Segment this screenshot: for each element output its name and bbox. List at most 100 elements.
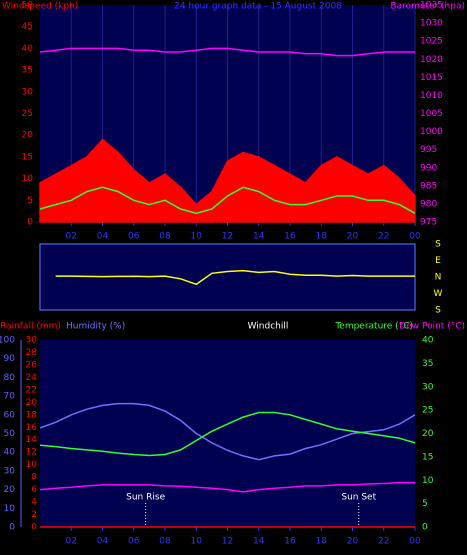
y2-tick-label: S: [435, 240, 441, 250]
series-area: [39, 138, 416, 223]
y2-tick-label: 5: [422, 499, 428, 509]
series-line: [39, 402, 416, 461]
y2-tick-label: 985: [420, 181, 437, 191]
y3-tick-label: 80: [4, 373, 16, 383]
y-tick-label: 15: [22, 152, 33, 162]
y2-tick-label: 15: [422, 452, 433, 462]
x-tick-label: 06: [128, 232, 140, 242]
x-tick-label: 18: [316, 537, 328, 547]
y-tick-label: 50: [22, 1, 34, 11]
y-tick-label: 14: [26, 435, 38, 445]
legend-label: Dew Point (°C): [399, 322, 465, 332]
x-tick-label: 08: [159, 232, 171, 242]
series-line: [39, 47, 415, 57]
x-tick-label: 16: [284, 537, 296, 547]
legend-label: Rainfall (mm): [0, 322, 61, 332]
y-tick-label: 25: [22, 109, 33, 119]
y-tick-label: 40: [22, 44, 34, 54]
x-tick-label: 14: [253, 537, 265, 547]
y3-tick-label: 0: [9, 523, 15, 533]
y-tick-label: 26: [26, 360, 38, 370]
y2-tick-label: N: [435, 273, 442, 283]
y2-tick-label: 25: [422, 406, 433, 416]
y-tick-label: 6: [31, 485, 37, 495]
legend-label: Humidity (%): [66, 322, 125, 332]
y2-tick-label: 1000: [420, 127, 443, 137]
legend-label: Temperature (°C): [334, 322, 413, 332]
y2-tick-label: 20: [422, 429, 434, 439]
annotation-label: Sun Rise: [126, 493, 165, 503]
y-tick-label: 20: [26, 398, 38, 408]
y3-tick-label: 20: [4, 485, 16, 495]
y2-tick-label: 1020: [420, 55, 443, 65]
x-tick-label: 14: [253, 232, 265, 242]
chart-title: 24 hour graph data - 15 August 2008: [174, 2, 342, 12]
y3-tick-label: 30: [4, 466, 16, 476]
y-tick-label: 22: [26, 385, 37, 395]
y-tick-label: 10: [26, 460, 38, 470]
y-tick-label: 8: [31, 473, 37, 483]
y-tick-label: 35: [22, 66, 33, 76]
x-tick-label: 00: [409, 232, 421, 242]
x-tick-label: 02: [66, 232, 77, 242]
y-tick-label: 30: [22, 87, 34, 97]
y2-tick-label: E: [435, 256, 441, 266]
x-tick-label: 10: [191, 537, 203, 547]
y-tick-label: 20: [22, 131, 34, 141]
legend-label: Windchill: [248, 322, 289, 332]
y2-tick-label: 10: [422, 476, 434, 486]
y2-tick-label: 1005: [420, 109, 443, 119]
y-tick-label: 5: [27, 196, 33, 206]
y3-tick-label: 10: [4, 504, 16, 514]
y3-tick-label: 100: [0, 336, 15, 346]
x-tick-label: 00: [409, 537, 421, 547]
y-tick-label: 45: [22, 22, 33, 32]
y2-tick-label: W: [434, 289, 443, 299]
x-tick-label: 22: [378, 232, 389, 242]
y-tick-label: 4: [31, 498, 37, 508]
series-line: [39, 186, 416, 215]
x-tick-label: 16: [284, 232, 296, 242]
y2-tick-label: 35: [422, 359, 433, 369]
y2-tick-label: 1030: [420, 19, 443, 29]
y3-tick-label: 60: [4, 410, 16, 420]
y-tick-label: 12: [26, 448, 37, 458]
y2-tick-label: 975: [420, 218, 437, 228]
series-line: [55, 269, 415, 286]
y-tick-label: 24: [26, 373, 38, 383]
y2-tick-label: 990: [420, 163, 437, 173]
x-tick-label: 08: [159, 537, 171, 547]
y-tick-label: 18: [26, 410, 38, 420]
series-line: [39, 481, 415, 493]
x-tick-label: 20: [347, 232, 359, 242]
y3-tick-label: 50: [4, 429, 16, 439]
y3-tick-label: 40: [4, 448, 16, 458]
y2-tick-label: 1035: [420, 1, 443, 11]
y2-tick-label: 1025: [420, 37, 443, 47]
y2-tick-label: 1010: [420, 91, 443, 101]
y2-tick-label: 0: [422, 523, 428, 533]
y-tick-label: 0: [27, 218, 33, 228]
y-tick-label: 10: [22, 174, 34, 184]
x-tick-label: 12: [222, 537, 233, 547]
x-tick-label: 12: [222, 232, 233, 242]
x-tick-label: 02: [66, 537, 77, 547]
y2-tick-label: 980: [420, 199, 437, 209]
y2-tick-label: 30: [422, 382, 434, 392]
y-tick-label: 2: [31, 510, 37, 520]
x-tick-label: 04: [97, 537, 109, 547]
x-tick-label: 06: [128, 537, 140, 547]
x-tick-label: 22: [378, 537, 389, 547]
x-tick-label: 20: [347, 537, 359, 547]
y2-tick-label: 995: [420, 145, 437, 155]
x-tick-label: 04: [97, 232, 109, 242]
y2-tick-label: 1015: [420, 73, 443, 83]
y-tick-label: 30: [26, 336, 38, 346]
y2-tick-label: S: [435, 306, 441, 316]
y-axis-title: Windspeed (kph): [2, 2, 78, 12]
y2-tick-label: 40: [422, 336, 434, 346]
y2-axis-title: Barometer (hpa): [390, 2, 465, 12]
y-tick-label: 28: [26, 348, 38, 358]
x-tick-label: 18: [316, 232, 328, 242]
